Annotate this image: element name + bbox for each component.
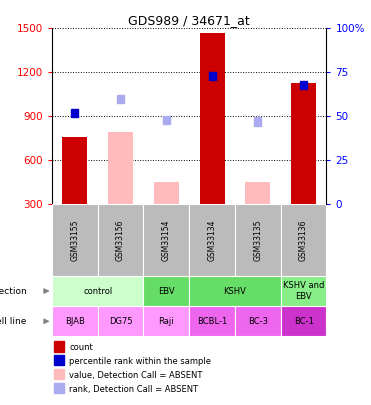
Title: GDS989 / 34671_at: GDS989 / 34671_at [128,14,250,27]
Bar [98,205,144,276]
Bar [163,116,170,124]
Text: rank, Detection Call = ABSENT: rank, Detection Call = ABSENT [69,384,198,394]
Text: value, Detection Call = ABSENT: value, Detection Call = ABSENT [69,371,203,379]
Bar [108,132,133,205]
Bar [62,137,88,205]
Text: BCBL-1: BCBL-1 [197,317,227,326]
Bar [144,276,189,306]
Bar [189,276,281,306]
Text: BJAB: BJAB [65,317,85,326]
Text: GSM33154: GSM33154 [162,220,171,261]
Text: control: control [83,286,112,296]
Bar [52,276,144,306]
Bar [117,95,124,103]
Text: GSM33135: GSM33135 [253,220,262,261]
Text: GSM33136: GSM33136 [299,220,308,261]
Bar [200,33,225,205]
Bar [209,72,216,80]
Text: percentile rank within the sample: percentile rank within the sample [69,357,211,366]
Bar [245,182,270,205]
Bar [54,383,64,393]
Text: GSM33155: GSM33155 [70,220,79,261]
Bar [52,205,98,276]
Bar [281,205,326,276]
Text: Raji: Raji [158,317,174,326]
Text: KSHV: KSHV [224,286,246,296]
Bar [235,306,281,337]
Text: KSHV and
EBV: KSHV and EBV [283,281,324,301]
Bar [144,205,189,276]
Bar [54,369,64,379]
Bar [291,83,316,205]
Text: count: count [69,343,93,352]
Bar [154,182,179,205]
Bar [144,306,189,337]
Text: infection: infection [0,286,27,296]
Bar [189,205,235,276]
Bar [281,276,326,306]
Bar [52,306,98,337]
Bar [71,109,78,117]
Bar [98,306,144,337]
Bar [300,81,307,89]
Text: BC-3: BC-3 [248,317,268,326]
Text: EBV: EBV [158,286,175,296]
Text: BC-1: BC-1 [294,317,313,326]
Bar [189,306,235,337]
Text: cell line: cell line [0,317,27,326]
Bar [54,341,64,352]
Text: GSM33134: GSM33134 [208,220,217,261]
Bar [255,117,261,126]
Bar [54,355,64,365]
Bar [281,306,326,337]
Bar [235,205,281,276]
Text: DG75: DG75 [109,317,132,326]
Text: GSM33156: GSM33156 [116,220,125,261]
